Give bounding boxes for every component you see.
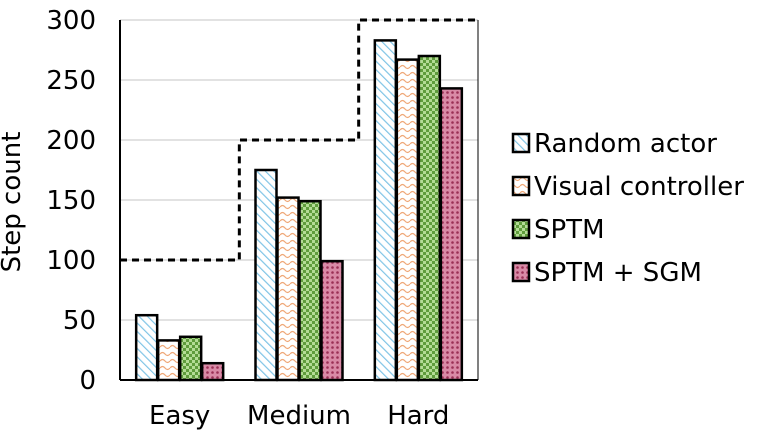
x-tick-label: Easy — [149, 401, 210, 431]
y-tick-label: 150 — [46, 186, 96, 216]
legend-swatch — [511, 132, 531, 154]
bar-random-actor-hard — [373, 39, 398, 382]
legend-label: Visual controller — [534, 172, 744, 202]
bar-sptm-sgm-hard — [439, 87, 464, 382]
legend-label: Random actor — [534, 129, 717, 159]
bar-sptm-sgm-easy — [200, 361, 225, 382]
bars — [134, 39, 464, 382]
legend-label: SPTM — [534, 215, 605, 245]
bar-visual-controller-medium — [276, 196, 300, 382]
x-tick-label: Hard — [387, 401, 449, 431]
limit-line-path — [120, 18, 478, 262]
y-tick-label: 100 — [46, 246, 96, 276]
legend-swatch — [511, 261, 531, 283]
bar-sptm-medium — [298, 199, 322, 382]
bar-sptm-easy — [178, 335, 203, 382]
y-tick-label: 300 — [46, 6, 96, 36]
limit-line — [120, 18, 478, 262]
bar-visual-controller-easy — [156, 339, 181, 382]
legend: Random actor Visual controller SPTM SPTM + … — [511, 129, 744, 288]
y-tick-label: 250 — [46, 66, 96, 96]
bar-random-actor-easy — [134, 313, 159, 382]
legend-swatch — [511, 175, 531, 197]
axes: 0 50 100 150 200 250 300 Easy Medium Hard Step cou… — [0, 6, 479, 431]
legend-swatch — [511, 218, 531, 240]
y-tick-label: 50 — [63, 306, 96, 336]
bar-random-actor-medium — [254, 168, 278, 382]
y-tick-label: 200 — [46, 126, 96, 156]
bar-sptm-sgm-medium — [320, 259, 344, 382]
bar-visual-controller-hard — [395, 58, 420, 382]
x-tick-label: Medium — [247, 401, 351, 431]
y-tick-label: 0 — [79, 366, 96, 396]
legend-label: SPTM + SGM — [534, 258, 702, 288]
y-axis-title: Step count — [0, 132, 27, 273]
bar-sptm-hard — [417, 54, 442, 382]
